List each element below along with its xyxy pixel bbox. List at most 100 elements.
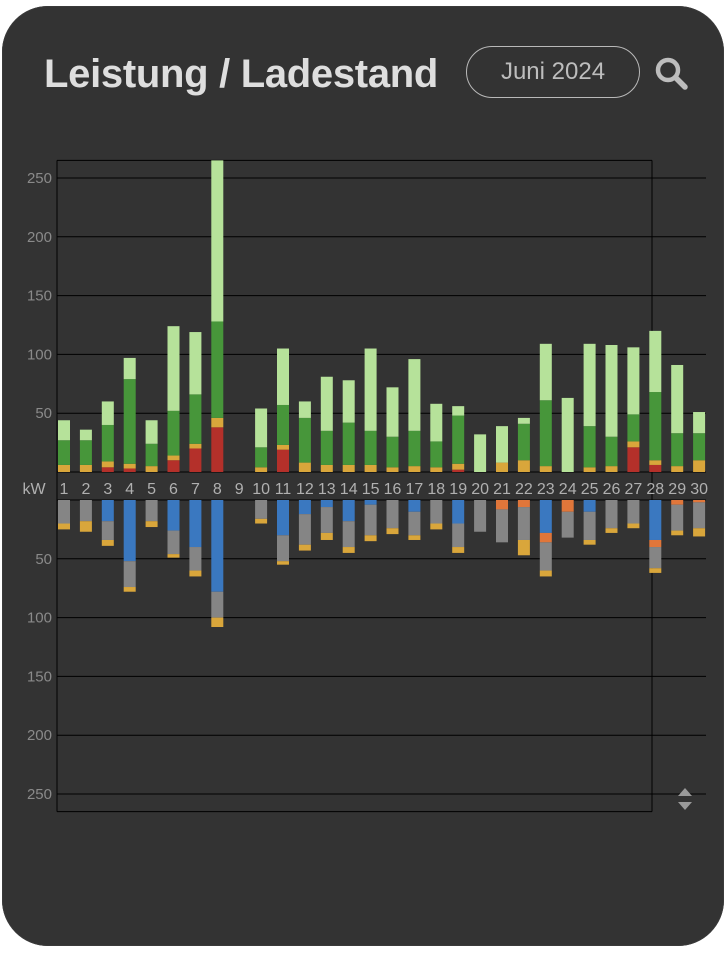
bar-segment-light_green xyxy=(364,348,377,431)
y-tick-label: 150 xyxy=(27,668,52,685)
bar-segment-gray xyxy=(101,521,114,540)
x-tick-label: 25 xyxy=(581,481,599,498)
x-tick-label: 4 xyxy=(125,481,134,498)
bar-segment-gray xyxy=(517,507,530,540)
bar-segment-yellow xyxy=(452,547,465,553)
x-tick-label: 9 xyxy=(235,481,244,498)
bar-segment-light_green xyxy=(255,408,268,448)
bar-segment-yellow xyxy=(496,462,508,472)
bar-segment-yellow xyxy=(583,467,596,472)
x-tick-label: 30 xyxy=(690,481,708,498)
bar-segment-yellow xyxy=(649,460,662,465)
bar-segment-blue xyxy=(320,500,333,508)
bar-segment-light_green xyxy=(211,160,224,322)
bar-segment-blue xyxy=(452,500,465,524)
y-tick-label: 100 xyxy=(27,346,52,363)
x-tick-label: 15 xyxy=(362,481,380,498)
bar-segment-light_green xyxy=(189,332,202,395)
bar-segment-gray xyxy=(605,500,618,529)
bar-segment-light_green xyxy=(693,412,706,434)
bar-segment-yellow xyxy=(627,523,640,529)
bar-segment-light_green xyxy=(539,343,552,401)
bar-segment-gray xyxy=(430,500,443,524)
x-tick-label: 17 xyxy=(406,481,424,498)
bar-segment-yellow xyxy=(277,444,289,450)
bar-segment-yellow xyxy=(583,539,596,545)
bar-segment-yellow xyxy=(627,441,640,448)
bar-segment-green xyxy=(255,447,268,468)
bar-segment-red xyxy=(123,468,136,472)
bar-segment-gray xyxy=(58,500,70,524)
bar-segment-yellow xyxy=(693,460,706,472)
bar-segment-green xyxy=(277,404,289,445)
y-tick-label: 100 xyxy=(27,610,52,627)
bar-segment-light_green xyxy=(517,417,530,424)
x-tick-label: 11 xyxy=(275,481,292,498)
bar-segment-yellow xyxy=(298,544,311,551)
x-tick-label: 22 xyxy=(515,481,533,498)
bar-segment-yellow xyxy=(255,467,268,472)
bar-segment-gray xyxy=(408,511,421,536)
bar-segment-green xyxy=(583,426,596,468)
y-tick-label: 250 xyxy=(27,786,52,803)
month-selector-button[interactable]: Juni 2024 xyxy=(466,46,640,98)
bar-segment-yellow xyxy=(58,523,70,530)
bar-segment-green xyxy=(364,430,377,465)
bar-segment-gray xyxy=(452,523,465,548)
bar-segment-yellow xyxy=(386,528,399,535)
bar-segment-blue xyxy=(408,500,421,512)
bar-segment-yellow xyxy=(408,466,421,472)
x-tick-label: 29 xyxy=(668,481,686,498)
bar-segment-gray xyxy=(627,500,640,524)
bar-segment-red xyxy=(277,449,289,472)
bar-segment-blue xyxy=(298,500,311,515)
bar-segment-gray xyxy=(474,500,487,532)
bar-segment-yellow xyxy=(189,570,202,577)
x-tick-label: 23 xyxy=(537,481,555,498)
bar-segment-yellow xyxy=(277,561,289,565)
bar-segment-green xyxy=(189,394,202,444)
bar-segment-light_green xyxy=(277,348,289,405)
search-icon[interactable] xyxy=(654,56,690,92)
x-tick-label: 12 xyxy=(296,481,314,498)
bar-segment-light_green xyxy=(627,347,640,415)
bar-segment-gray xyxy=(561,511,574,538)
x-tick-label: 3 xyxy=(103,481,112,498)
bar-segment-gray xyxy=(145,500,158,522)
bar-segment-yellow xyxy=(430,523,443,530)
bar-segment-light_green xyxy=(79,429,92,441)
bar-segment-yellow xyxy=(101,461,114,468)
bar-segment-green xyxy=(386,436,399,468)
bar-segment-light_green xyxy=(452,406,465,416)
bar-segment-gray xyxy=(167,530,180,555)
x-tick-label: 10 xyxy=(252,481,270,498)
up-down-stepper-icon[interactable] xyxy=(674,786,696,812)
bar-segment-yellow xyxy=(364,535,377,542)
unit-label: kW xyxy=(22,481,46,498)
x-tick-label: 2 xyxy=(81,481,90,498)
bar-segment-gray xyxy=(693,502,706,529)
bar-segment-blue xyxy=(101,500,114,522)
bar-segment-blue xyxy=(364,500,377,505)
bar-segment-light_green xyxy=(474,434,487,472)
bar-segment-light_green xyxy=(386,387,399,437)
bar-segment-light_green xyxy=(430,403,443,442)
bar-segment-gray xyxy=(320,507,333,533)
bar-segment-orange xyxy=(517,500,530,508)
bar-segment-red xyxy=(167,460,180,472)
bar-segment-yellow xyxy=(189,443,202,449)
bar-segment-gray xyxy=(123,561,136,588)
bar-segment-gray xyxy=(189,547,202,571)
bar-segment-red xyxy=(627,447,640,472)
x-tick-label: 5 xyxy=(147,481,156,498)
month-selector-label: Juni 2024 xyxy=(500,58,606,85)
bar-segment-yellow xyxy=(123,587,136,592)
bar-segment-gray xyxy=(671,504,684,531)
x-tick-label: 1 xyxy=(60,481,69,498)
bar-segment-green xyxy=(58,440,70,465)
bar-segment-yellow xyxy=(101,539,114,546)
bar-segment-gray xyxy=(364,504,377,536)
bar-segment-gray xyxy=(342,521,355,548)
x-tick-label: 13 xyxy=(318,481,336,498)
bar-segment-yellow xyxy=(430,467,443,472)
